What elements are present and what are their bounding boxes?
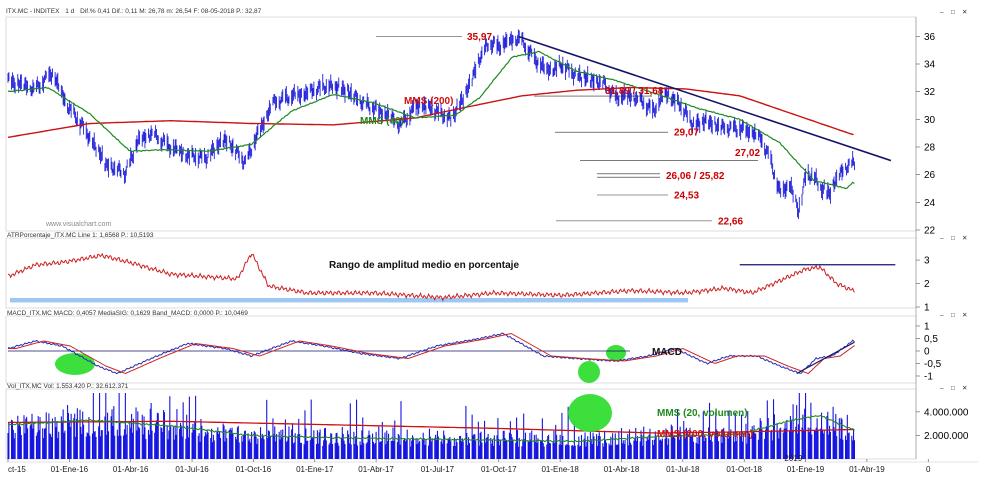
descending-trendline <box>518 35 892 162</box>
macd-window-controls[interactable]: – □ ✕ <box>940 312 967 319</box>
macd-header: MACD_ITX.MC MACD: 0,4057 MediaSIG: 0,162… <box>7 310 248 317</box>
price-level-label: 22,66 <box>718 216 743 227</box>
y-tick-label: 1 <box>924 303 930 314</box>
y-tick-label: 32 <box>924 87 936 98</box>
atr-line <box>7 252 855 302</box>
volume-window-controls[interactable]: – □ ✕ <box>940 385 967 392</box>
macd-line <box>8 332 855 375</box>
x-tick-label: 01-Jul-18 <box>666 465 700 474</box>
x-tick-label: 01-Ene-19 <box>787 465 825 474</box>
maximize-icon[interactable]: □ <box>951 312 955 319</box>
price-level-label: 31,89 / 31,68 <box>605 86 664 97</box>
y-tick-label: 36 <box>924 32 936 43</box>
trend-lines <box>518 35 892 162</box>
y-tick-label: 24 <box>924 198 936 209</box>
volume-bars <box>7 393 856 459</box>
atr-baseline-band <box>10 297 688 303</box>
x-axis-labels: ct-15 01-Ene-16 01-Abr-16 01-Jul-16 01-Oct-1… <box>7 454 931 474</box>
maximize-icon[interactable]: □ <box>951 385 955 392</box>
axis-ticks: 363432302826242232110,50-0,5-14.000.0002… <box>916 32 969 442</box>
y-tick-label: 0 <box>924 347 930 358</box>
moving-averages <box>7 50 855 190</box>
y-tick-label: 4.000.000 <box>924 407 969 418</box>
x-tick-label: 01-Ene-16 <box>51 465 89 474</box>
minimize-icon[interactable]: – <box>940 385 944 392</box>
x-tick-label: 01-Oct-16 <box>236 465 272 474</box>
volume-ma200-line <box>7 420 854 434</box>
close-icon[interactable]: ✕ <box>962 385 967 392</box>
x-tick-label: 01-Abr-18 <box>604 465 640 474</box>
highlight-ellipse <box>606 345 626 361</box>
macd-signal-line <box>8 332 855 375</box>
price-level-label: 35,97 <box>467 32 492 43</box>
x-tick-label: 01-Oct-18 <box>726 465 762 474</box>
y-tick-label: 0,5 <box>924 334 938 345</box>
macd-trend-line <box>796 341 855 375</box>
atr-header: ATRPorcentaje_ITX.MC Line 1: 1,6568 P.: … <box>7 232 154 239</box>
vol-ma200-label: MMS (200, volumen) <box>657 429 753 440</box>
vol-ma20-label: MMS (20, volumen) <box>657 408 748 419</box>
price-series <box>7 29 855 220</box>
year-label: 2019 <box>784 454 802 463</box>
maximize-icon[interactable]: □ <box>951 235 955 242</box>
minimize-icon[interactable]: – <box>940 9 944 16</box>
macd-annotation: MACD <box>652 347 682 358</box>
close-icon[interactable]: ✕ <box>962 235 967 242</box>
ma200-label: MMS (200) <box>404 96 453 107</box>
price-header: ITX.MC - INDITEX 1 d Dif.% 0,41 Dif.: 0,… <box>6 8 262 15</box>
x-tick-label: 01-Jul-16 <box>175 465 209 474</box>
x-tick-label: ct-15 <box>8 465 26 474</box>
x-tick-label: 01-Oct-17 <box>481 465 517 474</box>
x-tick-label: 0 <box>926 465 931 474</box>
x-tick-label: 01-Jul-17 <box>421 465 455 474</box>
y-tick-label: 22 <box>924 226 936 237</box>
y-tick-label: 3 <box>924 256 930 267</box>
price-level-label: 24,53 <box>674 191 699 202</box>
y-tick-label: 34 <box>924 60 936 71</box>
y-tick-label: 2.000.000 <box>924 431 969 442</box>
close-icon[interactable]: ✕ <box>962 9 967 16</box>
x-tick-label: 01-Ene-18 <box>541 465 579 474</box>
y-tick-label: -0,5 <box>924 359 942 370</box>
atr-series <box>7 252 896 303</box>
volume-ma20-line <box>7 415 855 443</box>
y-tick-label: 28 <box>924 143 936 154</box>
atr-annotation: Rango de amplitud medio en porcentaje <box>329 260 519 271</box>
minimize-icon[interactable]: – <box>940 312 944 319</box>
watermark: www.visualchart.com <box>45 221 112 228</box>
x-tick-label: 01-Abr-19 <box>849 465 885 474</box>
y-tick-label: 26 <box>924 170 936 181</box>
y-tick-label: 30 <box>924 115 936 126</box>
volume-averages <box>7 415 855 443</box>
ma40-label: MMS (40) <box>360 116 404 127</box>
panel-frames <box>5 16 978 463</box>
ma200-line <box>7 86 854 138</box>
volume-header: Vol_ITX.MC Vol: 1.553.420 P.: 32.612.371 <box>7 383 129 390</box>
x-tick-label: 01-Abr-16 <box>113 465 149 474</box>
price-level-label: 27,02 <box>735 148 760 159</box>
y-tick-label: 1 <box>924 322 930 333</box>
price-level-label: 29,07 <box>674 128 699 139</box>
highlight-ellipse <box>578 361 600 383</box>
ma40-line <box>7 50 855 190</box>
y-tick-label: 2 <box>924 279 930 290</box>
macd-series <box>8 332 855 375</box>
price-level-label: 26,06 / 25,82 <box>666 171 725 182</box>
x-tick-label: 01-Abr-17 <box>358 465 394 474</box>
y-tick-label: -1 <box>924 372 933 383</box>
price-window-controls[interactable]: – □ ✕ <box>940 9 967 16</box>
close-icon[interactable]: ✕ <box>962 312 967 319</box>
highlight-ellipse <box>568 394 612 432</box>
minimize-icon[interactable]: – <box>940 235 944 242</box>
price-levels: 35,97 31,89 / 31,68 29,07 27,02 26,06 / 25,8… <box>376 32 760 227</box>
x-tick-label: 01-Ene-17 <box>296 465 334 474</box>
atr-window-controls[interactable]: – □ ✕ <box>940 235 967 242</box>
maximize-icon[interactable]: □ <box>951 9 955 16</box>
